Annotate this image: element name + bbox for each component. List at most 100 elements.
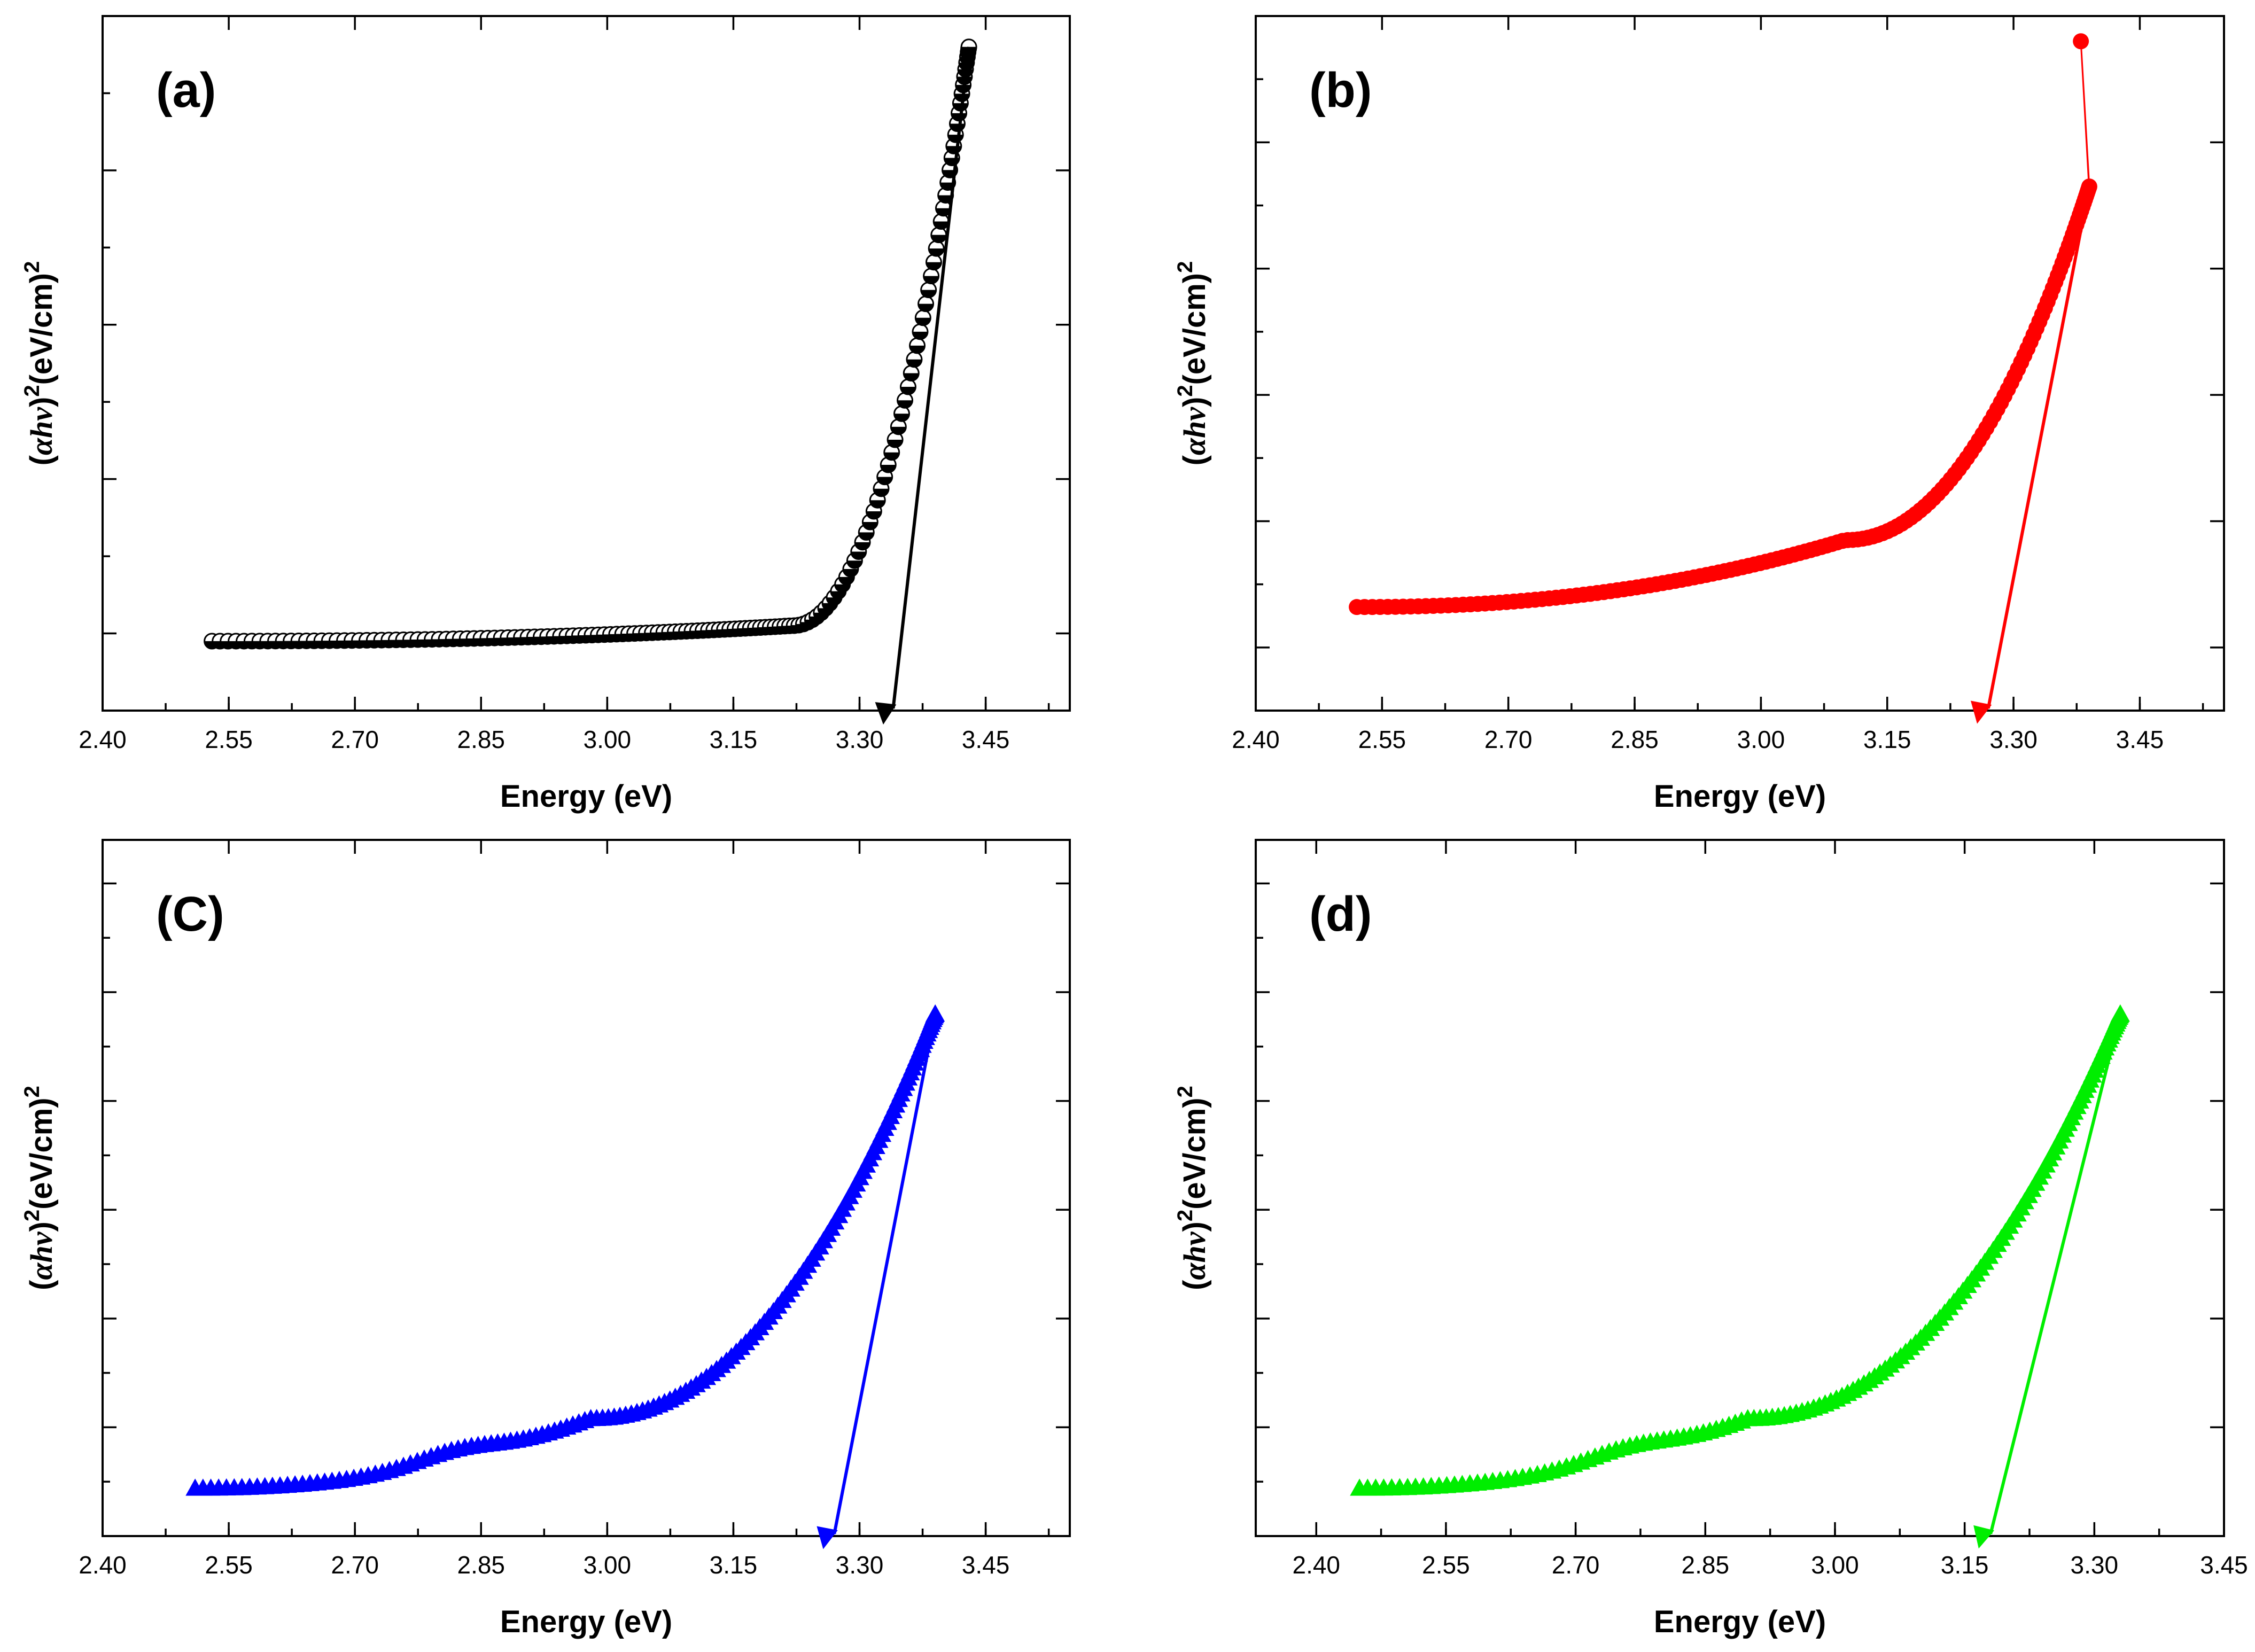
x-tick-label: 3.00 [584, 1551, 632, 1579]
x-tick-label: 2.55 [1358, 726, 1406, 753]
data-point-fill [851, 551, 866, 559]
x-tick-label: 2.55 [205, 1551, 253, 1579]
y-axis-title-part: 2 [1173, 385, 1197, 396]
x-tick-label: 3.00 [1737, 726, 1785, 753]
x-tick-label: 3.30 [836, 1551, 884, 1579]
data-point-fill [866, 511, 882, 519]
panel-label: (C) [156, 887, 224, 941]
x-tick-label: 2.70 [1484, 726, 1533, 753]
y-axis-title-part: ( [1177, 455, 1212, 465]
x-tick-label: 3.00 [1811, 1551, 1859, 1579]
data-point-fill [843, 569, 858, 577]
data-point-fill [859, 532, 874, 540]
y-axis-title-part: αhν [24, 407, 59, 455]
data-point-fill [913, 331, 928, 339]
y-axis-title-part: ( [24, 455, 59, 465]
x-tick-label: 2.40 [1232, 726, 1280, 753]
x-tick-label: 2.85 [1682, 1551, 1730, 1579]
data-point [2073, 33, 2089, 50]
data-point-fill [931, 235, 946, 243]
data-point-fill [900, 387, 916, 395]
x-tick-label: 3.45 [962, 1551, 1010, 1579]
panel-label: (d) [1309, 887, 1372, 941]
data-point-fill [938, 195, 953, 203]
y-axis-title-part: 2 [1173, 261, 1197, 273]
x-tick-label: 2.55 [1422, 1551, 1470, 1579]
data-point-fill [877, 477, 892, 485]
y-axis-title-part: ) [24, 397, 59, 407]
data-point-fill [897, 400, 913, 408]
x-tick-label: 2.70 [331, 1551, 379, 1579]
y-axis-title-part: ) [1177, 397, 1212, 407]
plot-frame [1255, 15, 2225, 712]
tangent-arrow [817, 1014, 937, 1549]
panel-label: (a) [156, 63, 216, 118]
data-point-fill [835, 584, 850, 592]
tangent-arrow [875, 46, 971, 725]
y-axis-title-part: 2 [1173, 1210, 1197, 1221]
x-tick-label: 3.30 [1989, 726, 2038, 753]
panel-label: (b) [1309, 63, 1372, 118]
data-point-fill [923, 276, 939, 284]
data-point-fill [921, 290, 936, 298]
panel-3: 2.40 2.55 2.70 2.85 3.00 3.15 3.30 3.45 Energy (… [20, 839, 1071, 1639]
x-tick-label: 2.85 [457, 1551, 505, 1579]
y-axis-title-part: ) [1177, 1221, 1212, 1232]
panel-4: 2.40 2.55 2.70 2.85 3.00 3.15 3.30 3.45 Energy (… [1173, 839, 2248, 1639]
data-point-fill [929, 248, 944, 256]
y-axis-title-part: αhν [1177, 1231, 1212, 1280]
y-axis-title-part: 2 [1173, 1086, 1197, 1097]
x-axis-title: Energy (eV) [1654, 779, 1826, 814]
x-tick-label: 2.40 [79, 1551, 127, 1579]
x-tick-label: 3.45 [2116, 726, 2164, 753]
panel-1: 2.40 2.55 2.70 2.85 3.00 3.15 3.30 3.45 Energy (… [20, 15, 1071, 814]
data-point-fill [874, 488, 889, 496]
data-point-fill [888, 440, 903, 448]
y-axis-title-part: ) [24, 1221, 59, 1232]
tangent-arrow [1973, 1014, 2122, 1549]
y-axis-title-part: ( [1177, 1280, 1212, 1290]
y-axis-title-part: 2 [20, 385, 44, 396]
x-tick-label: 2.40 [79, 726, 127, 753]
y-axis-title-part: 2 [20, 261, 44, 273]
data-point-fill [918, 303, 934, 311]
y-axis-title-part: (eV/cm) [1177, 273, 1212, 385]
data-point-fill [936, 208, 951, 216]
data-point-fill [870, 500, 885, 508]
data-point-fill [909, 345, 925, 353]
plot-frame [102, 15, 1071, 712]
y-axis-title: (αhν)2(eV/cm)2 [1173, 261, 1212, 466]
x-tick-label: 2.85 [457, 726, 505, 753]
y-axis-title: (αhν)2(eV/cm)2 [20, 1086, 59, 1290]
data-point-fill [881, 464, 896, 472]
series-line [1357, 41, 2090, 608]
data-point-fill [830, 591, 846, 599]
y-axis-title-part: 2 [20, 1086, 44, 1097]
y-axis-title-part: αhν [24, 1231, 59, 1280]
x-axis-title: Energy (eV) [500, 779, 672, 814]
y-axis-title-part: 2 [20, 1210, 44, 1221]
data-point-fill [934, 221, 949, 229]
data-point-fill [904, 373, 919, 381]
x-tick-label: 3.30 [2071, 1551, 2119, 1579]
x-axis-title: Energy (eV) [500, 1604, 672, 1639]
x-tick-label: 3.45 [2200, 1551, 2248, 1579]
data-point-fill [862, 522, 878, 530]
data-point-fill [855, 542, 870, 550]
x-tick-label: 3.15 [1941, 1551, 1989, 1579]
tangent-arrow [1970, 186, 2091, 724]
data-point [2111, 1004, 2130, 1022]
x-tick-label: 2.55 [205, 726, 253, 753]
data-point-fill [839, 576, 854, 585]
x-tick-label: 2.40 [1292, 1551, 1340, 1579]
y-axis-title-part: (eV/cm) [24, 273, 59, 385]
x-tick-label: 3.30 [836, 726, 884, 753]
x-tick-label: 3.15 [710, 1551, 758, 1579]
x-tick-label: 2.85 [1611, 726, 1659, 753]
data-point-fill [894, 414, 909, 422]
plot-frame [102, 839, 1071, 1537]
y-axis-title: (αhν)2(eV/cm)2 [20, 261, 59, 466]
y-axis-title-part: (eV/cm) [24, 1097, 59, 1210]
x-tick-label: 2.70 [1552, 1551, 1600, 1579]
x-axis-title: Energy (eV) [1654, 1604, 1826, 1639]
